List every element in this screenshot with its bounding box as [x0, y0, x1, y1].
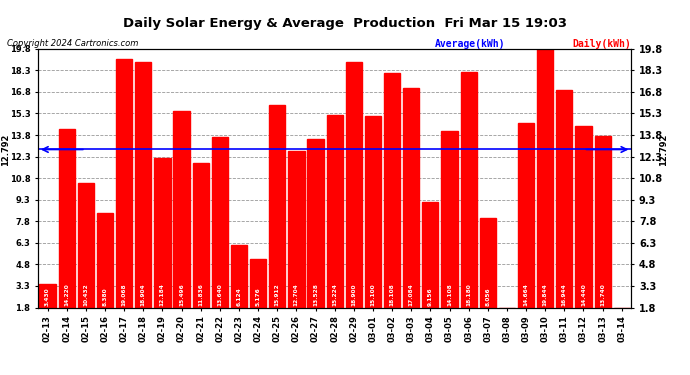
Bar: [537, 48, 553, 308]
Text: 12.792: 12.792: [1, 133, 10, 166]
Text: 13.740: 13.740: [600, 284, 605, 306]
Text: 19.068: 19.068: [121, 284, 126, 306]
Bar: [116, 59, 132, 308]
Bar: [135, 62, 151, 308]
Bar: [518, 123, 534, 308]
Text: 12.184: 12.184: [160, 283, 165, 306]
Text: Copyright 2024 Cartronics.com: Copyright 2024 Cartronics.com: [7, 39, 138, 48]
Text: 15.496: 15.496: [179, 284, 184, 306]
Text: 11.836: 11.836: [198, 283, 203, 306]
Bar: [460, 72, 477, 308]
Text: 18.900: 18.900: [351, 284, 356, 306]
Text: 13.528: 13.528: [313, 283, 318, 306]
Bar: [575, 126, 591, 308]
Bar: [480, 217, 496, 308]
Text: 8.380: 8.380: [102, 287, 108, 306]
Bar: [173, 111, 190, 308]
Text: 19.844: 19.844: [543, 284, 548, 306]
Bar: [613, 308, 630, 333]
Bar: [212, 137, 228, 308]
Bar: [422, 202, 439, 308]
Bar: [288, 151, 304, 308]
Bar: [595, 136, 611, 308]
Text: 16.944: 16.944: [562, 284, 567, 306]
Text: Daily(kWh): Daily(kWh): [573, 39, 631, 50]
Bar: [326, 114, 343, 308]
Text: 14.664: 14.664: [524, 283, 529, 306]
Bar: [155, 158, 170, 308]
Text: 18.180: 18.180: [466, 284, 471, 306]
Text: 9.156: 9.156: [428, 287, 433, 306]
Bar: [269, 105, 286, 308]
Text: 14.108: 14.108: [447, 284, 452, 306]
Text: 12.792: 12.792: [660, 133, 669, 166]
Bar: [230, 245, 247, 308]
Text: Average(kWh): Average(kWh): [435, 39, 505, 50]
Text: 18.904: 18.904: [141, 284, 146, 306]
Text: 5.176: 5.176: [255, 287, 261, 306]
Bar: [442, 130, 457, 308]
Text: Daily Solar Energy & Average  Production  Fri Mar 15 19:03: Daily Solar Energy & Average Production …: [123, 17, 567, 30]
Bar: [193, 163, 209, 308]
Bar: [59, 129, 75, 308]
Bar: [365, 116, 381, 308]
Bar: [384, 73, 400, 308]
Bar: [78, 183, 94, 308]
Bar: [250, 259, 266, 308]
Bar: [97, 213, 113, 308]
Bar: [307, 139, 324, 308]
Text: 17.084: 17.084: [408, 284, 414, 306]
Bar: [499, 308, 515, 333]
Text: 15.912: 15.912: [275, 284, 279, 306]
Text: 6.124: 6.124: [237, 287, 241, 306]
Text: 14.220: 14.220: [64, 284, 69, 306]
Text: 15.224: 15.224: [332, 283, 337, 306]
Text: 18.108: 18.108: [390, 284, 395, 306]
Text: 15.100: 15.100: [371, 284, 375, 306]
Bar: [39, 284, 56, 308]
Bar: [403, 88, 420, 308]
Text: 3.430: 3.430: [45, 287, 50, 306]
Bar: [556, 90, 573, 308]
Text: 8.056: 8.056: [485, 287, 491, 306]
Text: 14.440: 14.440: [581, 284, 586, 306]
Text: 10.432: 10.432: [83, 284, 88, 306]
Bar: [346, 62, 362, 308]
Text: 13.640: 13.640: [217, 284, 222, 306]
Text: 12.704: 12.704: [294, 284, 299, 306]
